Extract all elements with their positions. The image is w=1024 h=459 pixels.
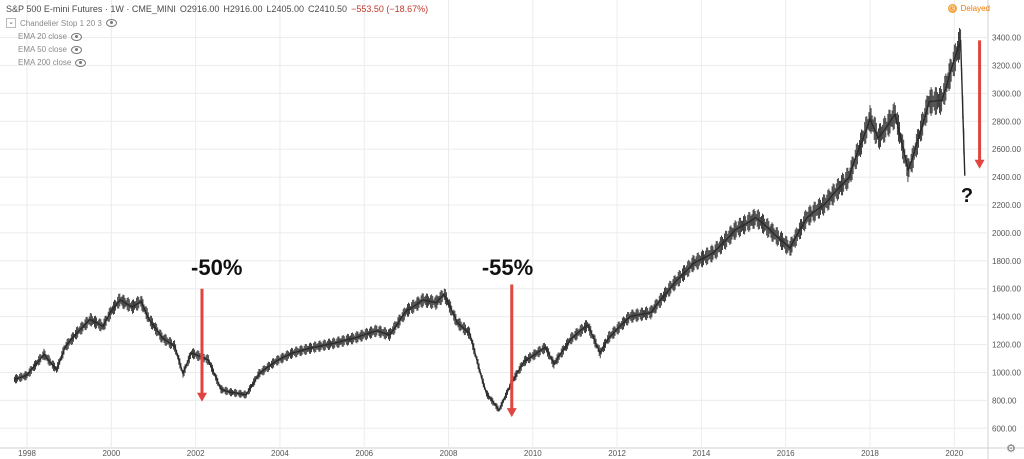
x-axis: 1998 2000 2002 2004 2006 2008 2010 2012 2014 2016… xyxy=(18,449,964,458)
annotation-label: -55% xyxy=(482,255,533,280)
down-arrow-head xyxy=(196,392,207,402)
y-tick-label: 3400.00 xyxy=(992,34,1021,43)
ohlc-high: H2916.00 xyxy=(223,4,263,14)
y-tick-label: 1400.00 xyxy=(992,313,1021,322)
y-tick-label: 2000.00 xyxy=(992,229,1021,238)
x-tick-label: 2020 xyxy=(945,449,963,458)
down-arrow-head xyxy=(506,408,517,418)
indicator-row[interactable]: EMA 50 close xyxy=(6,45,82,54)
annotation-arrows xyxy=(196,40,985,418)
x-tick-label: 2018 xyxy=(861,449,879,458)
y-tick-label: 600.00 xyxy=(992,424,1017,433)
delayed-status[interactable]: ◷ Delayed xyxy=(947,4,990,13)
ohlc-low: L2405.00 xyxy=(266,4,305,14)
collapse-chevron-icon[interactable]: ⌄ xyxy=(6,18,16,28)
y-tick-label: 3200.00 xyxy=(992,61,1021,70)
x-tick-label: 2014 xyxy=(693,449,711,458)
x-tick-label: 2000 xyxy=(102,449,120,458)
price-bars xyxy=(13,27,966,412)
y-tick-label: 2400.00 xyxy=(992,173,1021,182)
symbol-title[interactable]: S&P 500 E-mini Futures · 1W · CME_MINI xyxy=(6,4,176,14)
x-tick-label: 2004 xyxy=(271,449,289,458)
y-tick-label: 800.00 xyxy=(992,396,1017,405)
indicator-row[interactable]: EMA 20 close xyxy=(6,32,82,41)
annotation-label: ? xyxy=(961,185,973,207)
ohlc-open: O2916.00 xyxy=(179,4,220,14)
price-change: −553.50 (−18.67%) xyxy=(351,4,429,14)
eye-icon[interactable] xyxy=(105,19,117,27)
x-tick-label: 2002 xyxy=(187,449,205,458)
eye-icon[interactable] xyxy=(70,45,82,54)
y-tick-label: 1000.00 xyxy=(992,368,1021,377)
down-arrow-head xyxy=(974,159,985,169)
x-tick-label: 2006 xyxy=(355,449,373,458)
y-tick-label: 2200.00 xyxy=(992,201,1021,210)
annotation-label: -50% xyxy=(191,255,242,280)
y-tick-label: 1600.00 xyxy=(992,285,1021,294)
annotation-labels: -50% -55%? xyxy=(191,185,973,280)
indicator-row[interactable]: EMA 200 close xyxy=(6,58,87,67)
clock-icon: ◷ xyxy=(947,4,957,13)
y-axis: 600.00 800.00 1000.00 1200.00 1400.00 1600.00… xyxy=(992,34,1021,434)
indicator-label: EMA 20 close xyxy=(18,32,67,41)
delayed-label: Delayed xyxy=(960,4,990,13)
indicator-label: Chandelier Stop 1 20 3 xyxy=(20,18,102,28)
x-tick-label: 1998 xyxy=(18,449,36,458)
y-tick-label: 1800.00 xyxy=(992,257,1021,266)
price-line xyxy=(14,39,966,411)
x-tick-label: 2008 xyxy=(440,449,458,458)
ohlc-close: C2410.50 xyxy=(308,4,348,14)
y-tick-label: 2600.00 xyxy=(992,145,1021,154)
x-tick-label: 2010 xyxy=(524,449,542,458)
gear-icon[interactable]: ⚙ xyxy=(1006,443,1016,455)
indicator-label: EMA 50 close xyxy=(18,45,67,54)
indicator-row[interactable]: ⌄ Chandelier Stop 1 20 3 xyxy=(6,18,117,28)
indicator-label: EMA 200 close xyxy=(18,58,72,67)
x-tick-label: 2016 xyxy=(777,449,795,458)
y-tick-label: 2800.00 xyxy=(992,117,1021,126)
y-tick-label: 3000.00 xyxy=(992,89,1021,98)
eye-icon[interactable] xyxy=(70,32,82,41)
eye-icon[interactable] xyxy=(75,58,87,67)
symbol-header: S&P 500 E-mini Futures · 1W · CME_MINI O… xyxy=(6,4,428,14)
x-tick-label: 2012 xyxy=(608,449,626,458)
y-tick-label: 1200.00 xyxy=(992,341,1021,350)
